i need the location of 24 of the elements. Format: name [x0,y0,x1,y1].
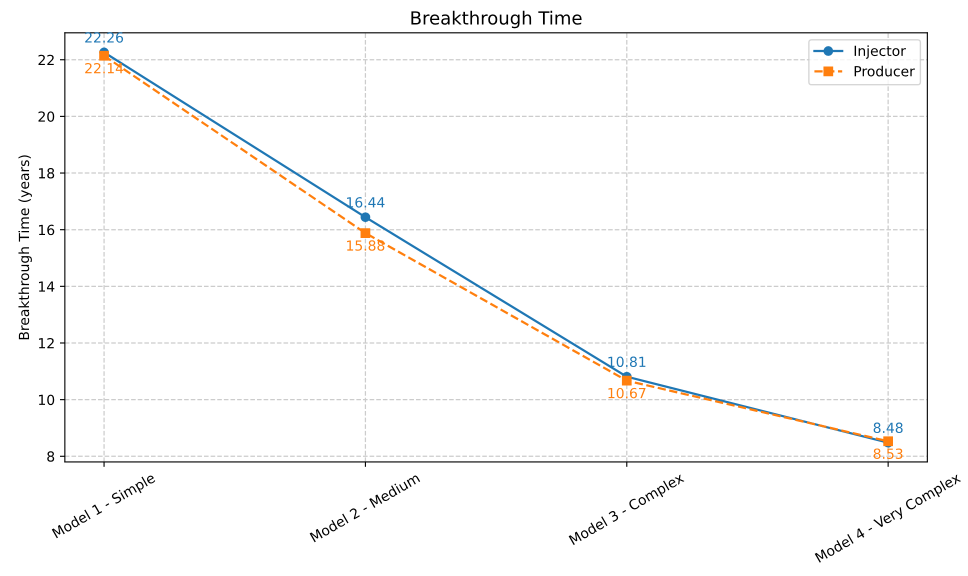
y-tick-label: 18 [38,168,54,179]
point [622,376,632,386]
data-label: 10.81 [608,356,646,368]
data-label: 16.44 [347,197,385,208]
point [360,212,370,222]
data-label: 10.67 [608,388,646,398]
y-tick-label: 16 [38,224,54,236]
data-label: 22.14 [85,62,124,74]
y-tick-label: 14 [38,281,54,292]
data-label: 15.88 [347,240,384,251]
y-tick-label: 8 [47,451,54,462]
data-label: 8.53 [874,448,902,459]
point [360,228,370,238]
y-tick-label: 20 [38,111,54,122]
data-label: 8.48 [874,422,903,434]
chart-title: Breakthrough Time [411,10,582,28]
legend-label: Producer [854,66,915,76]
y-axis-title: Breakthrough Time (years) [18,155,32,340]
y-tick-label: 22 [38,54,54,66]
data-label: 22.26 [85,32,124,43]
y-tick-label: 10 [38,394,54,406]
y-tick-label: 12 [38,338,54,348]
legend-label: Injector [854,45,906,59]
point [99,50,109,61]
